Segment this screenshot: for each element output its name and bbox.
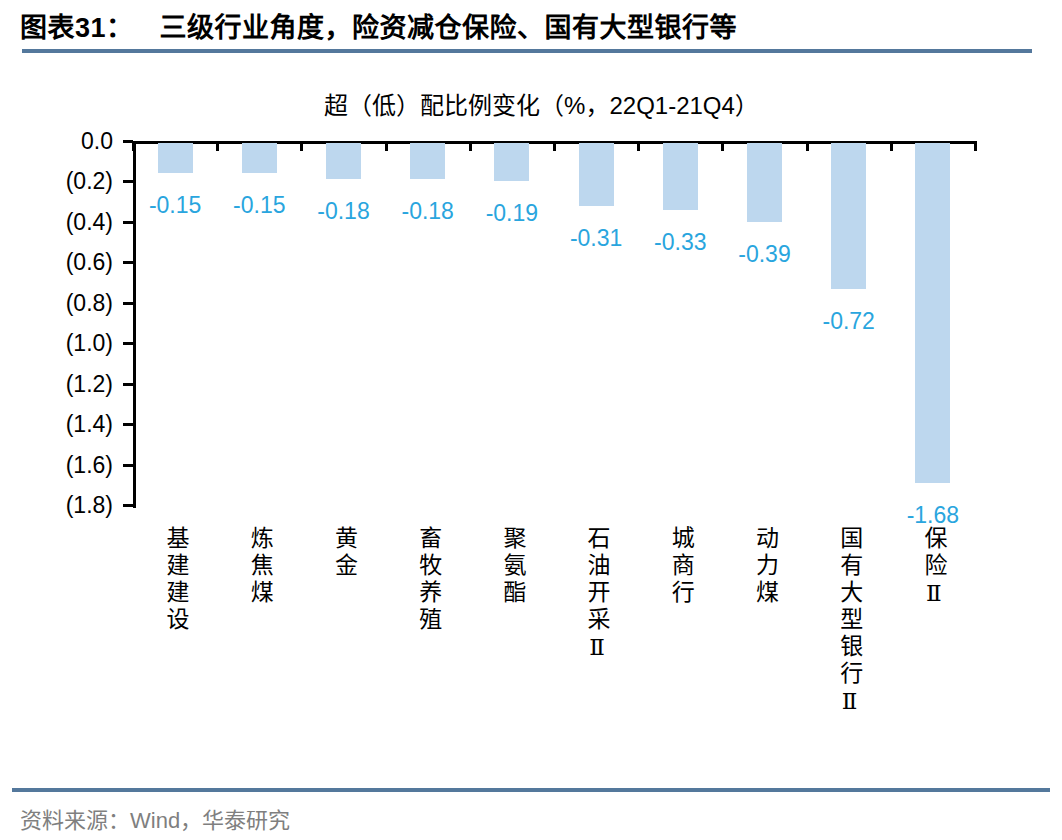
y-tick-label: (1.0) — [18, 330, 113, 356]
bar-value-label: -0.19 — [464, 201, 560, 225]
y-tick-label: (0.4) — [18, 209, 113, 235]
x-tick — [553, 141, 556, 151]
category-label: 城商行 — [665, 526, 695, 607]
category-label: 国有大型银行Ⅱ — [834, 526, 864, 718]
y-tick — [123, 180, 133, 183]
bar-chart-plot-area: 0.0 (0.2) (0.4) (0.6) (0.8) (1.0) (1.2) (1.4) (1… — [0, 0, 1062, 760]
category-label: 炼焦煤 — [244, 526, 274, 607]
y-tick — [123, 221, 133, 224]
bar-9 — [831, 143, 866, 289]
y-tick — [123, 423, 133, 426]
x-tick — [385, 141, 388, 151]
y-tick — [123, 383, 133, 386]
x-tick — [721, 141, 724, 151]
y-tick — [123, 261, 133, 264]
category-label: 黄金 — [329, 526, 359, 580]
bar-value-label: -0.15 — [211, 193, 307, 217]
bar-value-label: -0.18 — [296, 199, 392, 223]
y-tick-label: (0.2) — [18, 168, 113, 194]
x-tick — [637, 141, 640, 151]
bar-value-label: -0.33 — [632, 230, 728, 254]
bar-value-label: -1.68 — [885, 503, 981, 527]
footer-divider — [12, 788, 1050, 792]
y-tick — [123, 302, 133, 305]
bar-2 — [242, 143, 277, 173]
y-tick-label: (1.6) — [18, 452, 113, 478]
x-tick — [469, 141, 472, 151]
x-tick — [300, 141, 303, 151]
bar-value-label: -0.18 — [380, 199, 476, 223]
bar-6 — [579, 143, 614, 206]
bar-value-label: -0.39 — [717, 242, 813, 266]
y-tick-label: (0.8) — [18, 290, 113, 316]
y-tick — [123, 342, 133, 345]
chart-figure: 图表31：三级行业角度，险资减仓保险、国有大型银行等 超（低）配比例变化（%，2… — [0, 0, 1062, 840]
source-note: 资料来源：Wind，华泰研究 — [20, 802, 290, 834]
x-tick — [890, 141, 893, 151]
y-tick-label: (0.6) — [18, 249, 113, 275]
bar-5 — [494, 143, 529, 181]
bar-8 — [747, 143, 782, 222]
y-tick — [123, 504, 133, 507]
bar-value-label: -0.31 — [548, 226, 644, 250]
bar-value-label: -0.15 — [127, 193, 223, 217]
bar-1 — [158, 143, 193, 173]
x-tick — [974, 141, 977, 151]
bar-7 — [663, 143, 698, 210]
y-tick-label: (1.8) — [18, 492, 113, 518]
bar-value-label: -0.72 — [801, 309, 897, 333]
x-tick — [806, 141, 809, 151]
bar-3 — [326, 143, 361, 179]
category-label: 保险Ⅱ — [918, 526, 948, 610]
bar-4 — [410, 143, 445, 179]
y-tick-label: 0.0 — [18, 128, 113, 154]
category-label: 动力煤 — [750, 526, 780, 607]
bar-10 — [915, 143, 950, 483]
y-tick-label: (1.2) — [18, 371, 113, 397]
y-tick-label: (1.4) — [18, 411, 113, 437]
category-label: 石油开采Ⅱ — [581, 526, 611, 664]
x-tick — [216, 141, 219, 151]
category-label: 聚氨酯 — [497, 526, 527, 607]
x-tick — [132, 141, 135, 151]
category-label: 基建建设 — [160, 526, 190, 634]
category-label: 畜牧养殖 — [413, 526, 443, 634]
y-tick — [123, 464, 133, 467]
